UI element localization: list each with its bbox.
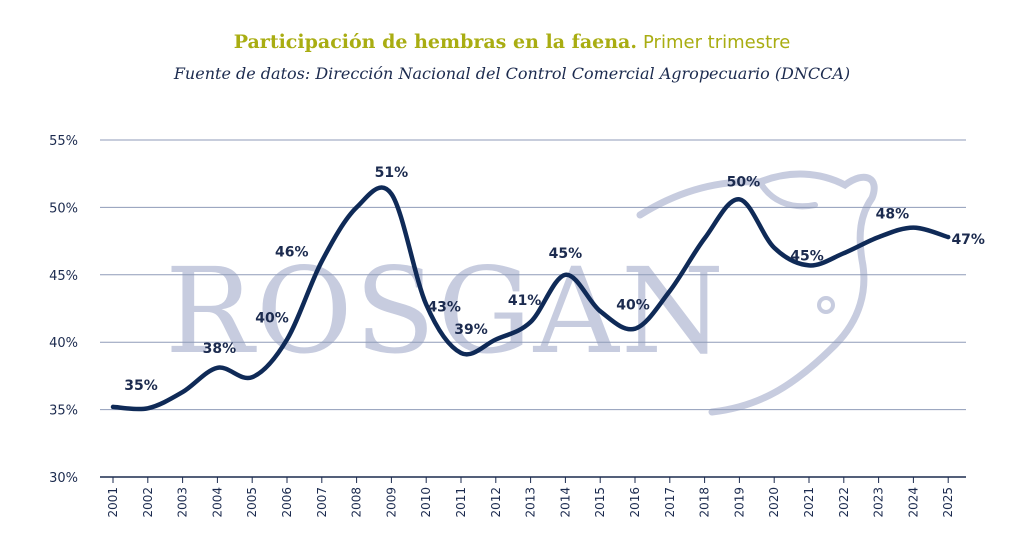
chart-title: Participación de hembras en la faena. Pr… (0, 31, 1024, 53)
data-label-2009: 51% (375, 165, 409, 181)
x-tick-label: 2007 (315, 487, 329, 518)
data-label-2024: 48% (876, 207, 910, 223)
x-tick-label: 2024 (906, 487, 920, 518)
x-axis: 2001 2002 2003 2004 2005 2006 2007 2008 2009 2010… (106, 477, 955, 518)
x-tick-label: 2003 (176, 487, 190, 518)
x-tick-label: 2015 (593, 487, 607, 518)
x-tick-label: 2010 (419, 487, 433, 518)
x-tick-label: 2012 (489, 487, 503, 518)
x-tick-label: 2025 (941, 487, 955, 518)
data-label-2004: 38% (203, 341, 237, 357)
x-tick-label: 2011 (454, 487, 468, 518)
y-tick-label: 45% (49, 269, 78, 284)
x-tick-label: 2014 (558, 487, 572, 518)
x-tick-label: 2008 (350, 487, 364, 518)
y-tick-label: 40% (49, 336, 78, 351)
data-labels: 35% 38% 40% 46% 51% 43% 39% 41% 45% 40% 50% 45% 48% 4… (124, 165, 985, 394)
y-tick-label: 50% (49, 201, 78, 216)
y-tick-label: 30% (49, 471, 78, 486)
chart-source: Fuente de datos: Dirección Nacional del … (173, 64, 851, 83)
x-tick-label: 2013 (524, 487, 538, 518)
data-label-2014: 45% (549, 246, 583, 262)
data-label-2013: 41% (508, 293, 542, 309)
chart-grid (100, 139, 966, 478)
data-label-2019: 50% (727, 174, 761, 190)
x-tick-label: 2022 (837, 487, 851, 518)
series-path (110, 185, 951, 412)
y-tick-label: 35% (49, 404, 78, 419)
data-label-2016: 40% (616, 298, 650, 314)
watermark-text: ROSGAN (165, 242, 726, 380)
data-label-2007: 46% (275, 244, 309, 260)
data-label-2025: 47% (951, 232, 985, 248)
x-tick-label: 2002 (141, 487, 155, 518)
series-line (110, 185, 951, 412)
x-tick-label: 2021 (802, 487, 816, 518)
y-axis: 30% 35% 40% 45% 50% 55% (49, 134, 78, 486)
bull-eye-icon (817, 296, 835, 314)
bull-ear-icon (757, 179, 818, 210)
x-tick-label: 2004 (210, 487, 224, 518)
x-tick-label: 2009 (384, 487, 398, 518)
x-tick-label: 2001 (106, 487, 120, 518)
data-label-2001: 35% (124, 378, 158, 394)
data-label-2006: 40% (255, 311, 289, 327)
x-tick-label: 2006 (280, 487, 294, 518)
y-tick-label: 55% (49, 134, 78, 149)
x-tick-label: 2005 (245, 487, 259, 518)
x-tick-label: 2019 (732, 487, 746, 518)
data-label-2010: 43% (427, 299, 461, 315)
x-tick-label: 2018 (698, 487, 712, 518)
chart-title-main: Participación de hembras en la faena. (233, 31, 637, 53)
x-tick-label: 2020 (767, 487, 781, 518)
data-label-2021: 45% (790, 248, 824, 264)
chart-subtitle: Primer trimestre (643, 32, 791, 53)
x-tick-label: 2023 (872, 487, 886, 518)
rosgan-watermark: ROSGAN (165, 170, 878, 416)
data-label-2011: 39% (454, 322, 488, 338)
x-tick-label: 2016 (628, 487, 642, 518)
x-tick-label: 2017 (663, 487, 677, 518)
